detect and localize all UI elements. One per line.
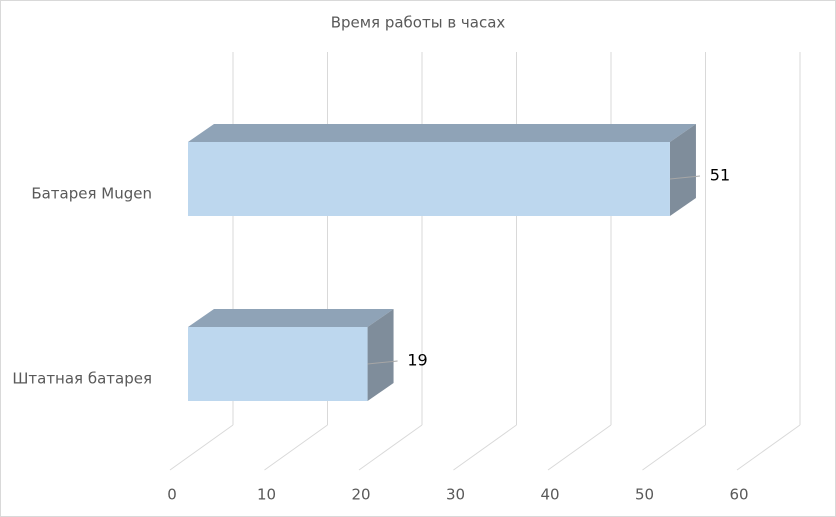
grid-line [642,424,706,471]
bar-side [669,124,696,216]
x-tick-label: 60 [729,486,748,504]
chart-title: Время работы в часах [331,14,506,32]
leader-line [669,175,700,180]
y-tick-label: Батарея Mugen [31,185,152,203]
x-tick-label: 30 [446,486,465,504]
x-tick-label: 50 [635,486,654,504]
x-tick-label: 40 [540,486,559,504]
x-tick-label: 20 [351,486,370,504]
bar [188,142,670,216]
x-tick-label: 0 [167,486,177,504]
bar-side [367,309,394,401]
grid-line [547,424,612,471]
value-label: 19 [407,351,427,370]
grid-line [453,424,517,471]
bar-top [188,124,696,142]
value-label: 51 [710,166,730,185]
x-tick-label: 10 [257,486,276,504]
y-tick-label: Штатная батарея [12,370,152,388]
grid-line [264,424,328,471]
grid-line [736,424,801,471]
leader-line [367,360,398,365]
grid-line [169,424,234,471]
bar [188,327,368,401]
bar-top [188,309,394,327]
grid-line [358,424,423,471]
